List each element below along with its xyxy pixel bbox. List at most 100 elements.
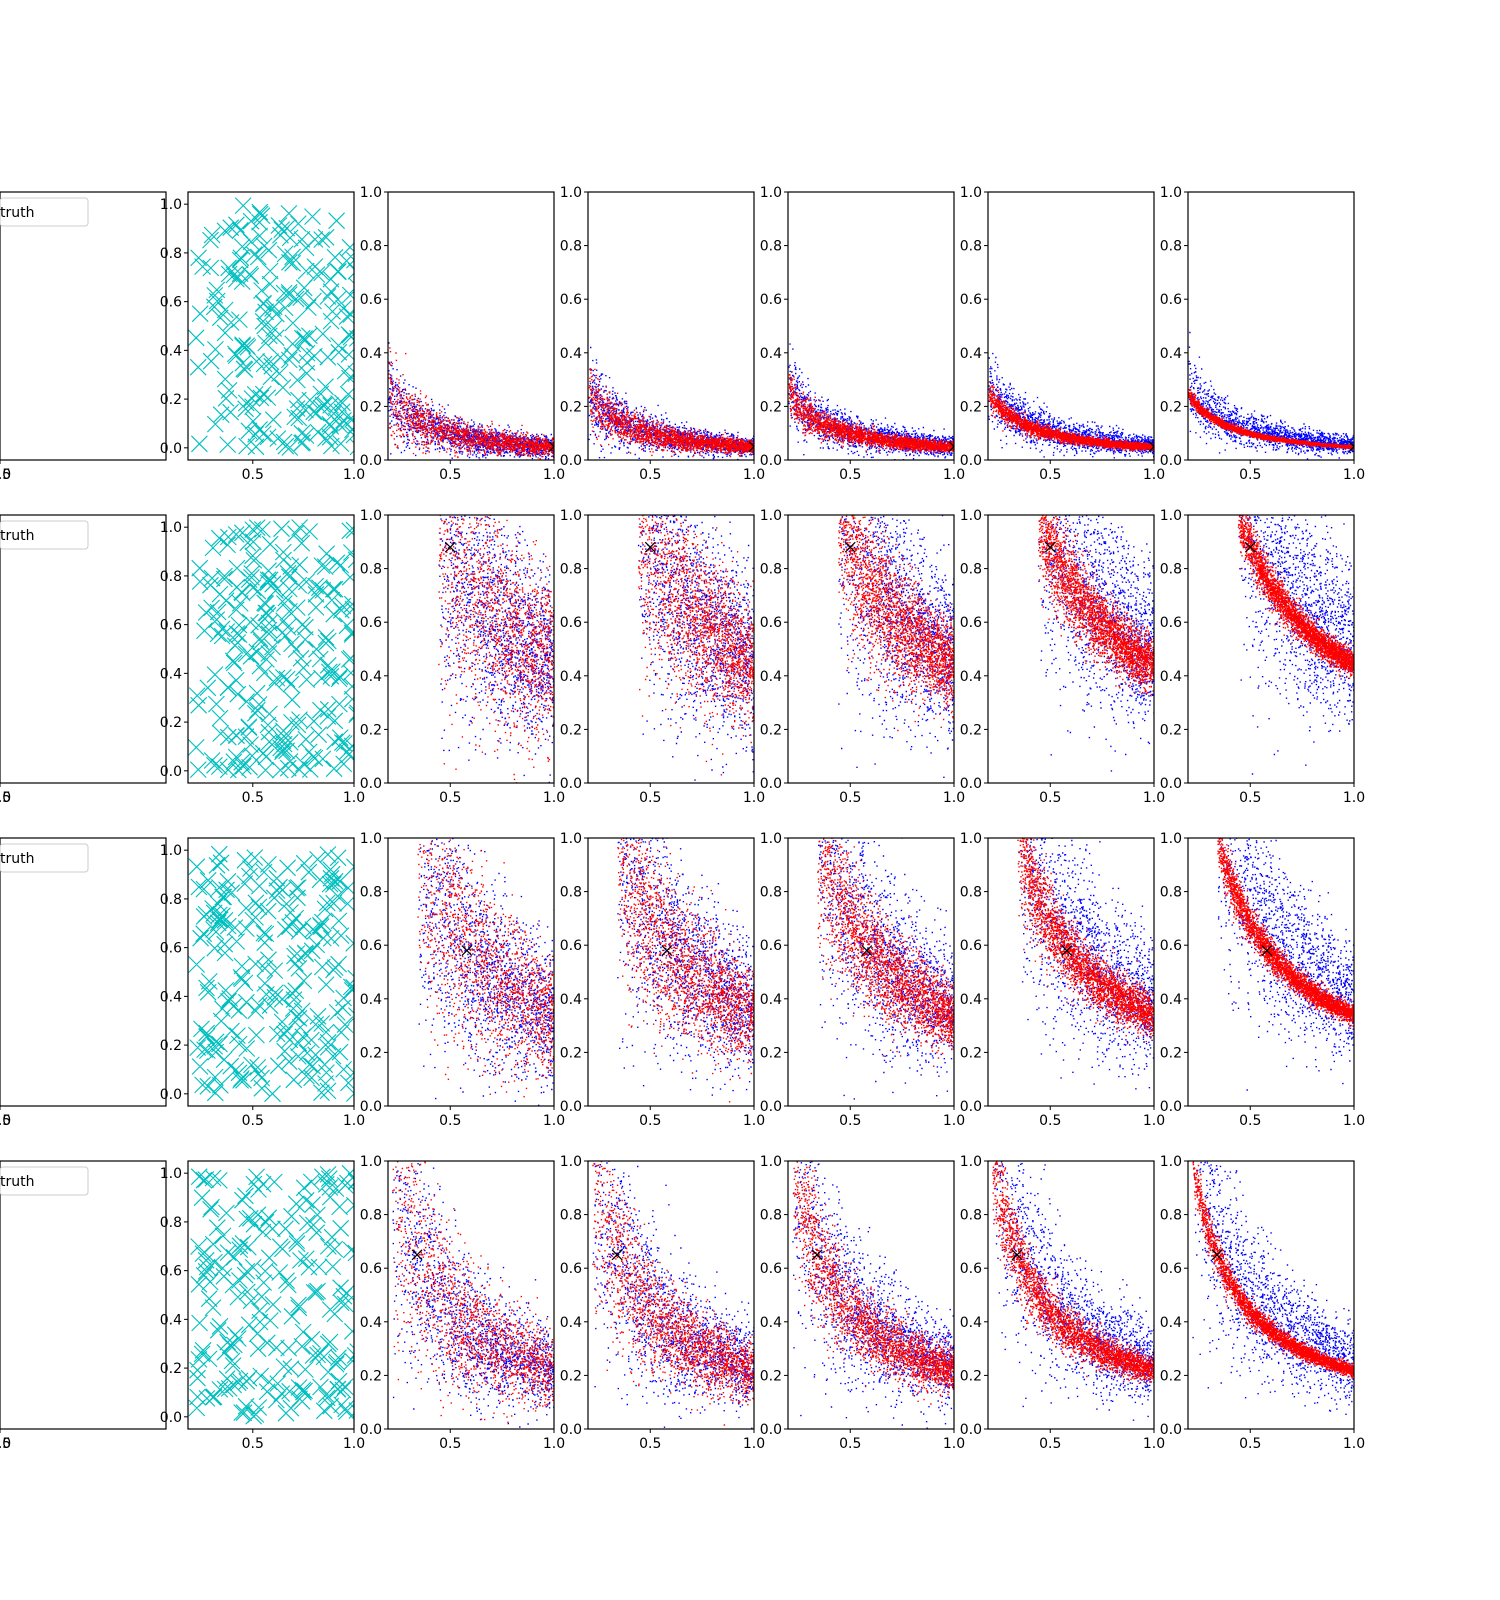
posterior-panel-xtick-label: 1.0 <box>1143 790 1165 806</box>
posterior-panel-ytick-label: 0.8 <box>960 239 982 255</box>
posterior-panel-ytick-label: 0.8 <box>560 1208 582 1224</box>
posterior-panel-ytick-label: 0.4 <box>360 992 382 1008</box>
posterior-panel-ytick-label: 0.0 <box>560 1422 582 1438</box>
legend-label: truth <box>0 205 34 221</box>
design-panel-ytick-label: 1.0 <box>160 843 182 859</box>
posterior-panel-xtick-label: 0.5 <box>1039 1113 1061 1129</box>
posterior-panel-ytick-label: 0.2 <box>960 1368 982 1384</box>
design-panel-ytick-label: 1.0 <box>160 520 182 536</box>
posterior-panel-xtick-label: 1.0 <box>743 467 765 483</box>
posterior-panel-xtick-label: 1.0 <box>943 790 965 806</box>
posterior-panel-ytick-label: 0.4 <box>360 1315 382 1331</box>
posterior-panel-ytick-label: 0.4 <box>760 346 782 362</box>
posterior-panel-xtick-label: 0.5 <box>839 1113 861 1129</box>
posterior-panel-ytick-label: 0.0 <box>1160 1422 1182 1438</box>
posterior-panel-ytick-label: 0.2 <box>1160 399 1182 415</box>
legend: truth <box>0 844 88 872</box>
posterior-panel-ytick-label: 0.0 <box>760 776 782 792</box>
design-panel-ytick-label: 0.0 <box>160 764 182 780</box>
posterior-panel-ytick-label: 0.0 <box>760 1099 782 1115</box>
posterior-panel-xtick-label: 0.5 <box>639 790 661 806</box>
posterior-panel-xtick-label: 1.0 <box>543 467 565 483</box>
posterior-panel-ytick-label: 0.4 <box>360 669 382 685</box>
posterior-panel-ytick-label: 0.8 <box>560 562 582 578</box>
posterior-panel-ytick-label: 1.0 <box>560 508 582 524</box>
posterior-panel-xtick-label: 1.0 <box>1343 1113 1365 1129</box>
posterior-panel-ytick-label: 0.8 <box>760 1208 782 1224</box>
posterior-panel-ytick-label: 0.0 <box>1160 453 1182 469</box>
posterior-panel-xtick-label: 0.5 <box>1239 790 1261 806</box>
posterior-panel-ytick-label: 0.8 <box>560 239 582 255</box>
posterior-panel-ytick-label: 0.4 <box>1160 992 1182 1008</box>
legend-label: truth <box>0 528 34 544</box>
posterior-panel-xtick-label: 1.0 <box>1343 790 1365 806</box>
design-panel-ytick-label: 0.6 <box>160 295 182 311</box>
posterior-panel-ytick-label: 0.2 <box>360 1045 382 1061</box>
design-panel-ytick-label: 0.0 <box>160 441 182 457</box>
posterior-panel-ytick-label: 0.0 <box>1160 1099 1182 1115</box>
posterior-panel-ytick-label: 1.0 <box>760 508 782 524</box>
posterior-panel-ytick-label: 0.0 <box>1160 776 1182 792</box>
posterior-panel-ytick-label: 0.2 <box>560 1045 582 1061</box>
posterior-panel-xtick-label: 1.0 <box>0 1436 11 1452</box>
posterior-panel-xtick-label: 0.5 <box>639 467 661 483</box>
posterior-panel-ytick-label: 0.8 <box>760 239 782 255</box>
posterior-panel-ytick-label: 0.2 <box>1160 1368 1182 1384</box>
design-panel-xtick-label: 0.5 <box>242 790 264 806</box>
posterior-panel-ytick-label: 0.2 <box>760 399 782 415</box>
posterior-panel-ytick-label: 0.4 <box>560 669 582 685</box>
posterior-panel-xtick-label: 0.5 <box>839 467 861 483</box>
posterior-panel-ytick-label: 0.0 <box>560 453 582 469</box>
design-panel-ytick-label: 1.0 <box>160 1166 182 1182</box>
posterior-panel-xtick-label: 1.0 <box>1143 1113 1165 1129</box>
posterior-panel-ytick-label: 0.4 <box>760 992 782 1008</box>
posterior-panel-ytick-label: 0.8 <box>360 562 382 578</box>
posterior-panel-ytick-label: 0.8 <box>960 1208 982 1224</box>
legend: truth <box>0 1167 88 1195</box>
design-panel-ytick-label: 0.4 <box>160 343 182 359</box>
posterior-panel-xtick-label: 1.0 <box>1343 1436 1365 1452</box>
posterior-panel-ytick-label: 0.0 <box>960 1099 982 1115</box>
posterior-panel-xtick-label: 0.5 <box>439 1113 461 1129</box>
posterior-panel-xtick-label: 0.5 <box>1039 1436 1061 1452</box>
posterior-panel-ytick-label: 0.8 <box>760 562 782 578</box>
posterior-panel-ytick-label: 0.4 <box>560 992 582 1008</box>
posterior-panel-ytick-label: 0.6 <box>1160 615 1182 631</box>
design-panel-ytick-label: 0.4 <box>160 666 182 682</box>
posterior-panel-ytick-label: 0.6 <box>560 938 582 954</box>
design-panel-ytick-label: 0.4 <box>160 989 182 1005</box>
design-panel-xtick-label: 0.5 <box>242 1436 264 1452</box>
posterior-panel-ytick-label: 0.6 <box>1160 1261 1182 1277</box>
posterior-panel-ytick-label: 0.4 <box>1160 669 1182 685</box>
posterior-panel-ytick-label: 0.6 <box>560 292 582 308</box>
posterior-panel-ytick-label: 0.2 <box>960 1045 982 1061</box>
posterior-panel-ytick-label: 0.8 <box>560 885 582 901</box>
posterior-panel-xtick-label: 0.5 <box>439 1436 461 1452</box>
posterior-panel-ytick-label: 1.0 <box>1160 831 1182 847</box>
posterior-panel-xtick-label: 1.0 <box>943 467 965 483</box>
design-panel-ytick-label: 0.2 <box>160 1361 182 1377</box>
posterior-panel-xtick-label: 1.0 <box>0 790 11 806</box>
posterior-panel-ytick-label: 0.6 <box>1160 292 1182 308</box>
posterior-panel-ytick-label: 1.0 <box>760 1154 782 1170</box>
posterior-panel-xtick-label: 0.5 <box>1239 1113 1261 1129</box>
posterior-panel-xtick-label: 0.5 <box>639 1113 661 1129</box>
posterior-panel-xtick-label: 1.0 <box>743 1113 765 1129</box>
posterior-panel-ytick-label: 0.4 <box>1160 346 1182 362</box>
posterior-panel-ytick-label: 0.4 <box>960 992 982 1008</box>
posterior-panel-ytick-label: 0.6 <box>1160 938 1182 954</box>
posterior-panel-ytick-label: 0.4 <box>560 346 582 362</box>
posterior-panel-ytick-label: 1.0 <box>360 508 382 524</box>
posterior-panel-ytick-label: 0.2 <box>560 722 582 738</box>
posterior-panel-ytick-label: 0.0 <box>360 1099 382 1115</box>
posterior-panel-ytick-label: 0.6 <box>760 938 782 954</box>
posterior-panel-ytick-label: 0.4 <box>960 1315 982 1331</box>
posterior-panel-xtick-label: 1.0 <box>0 1113 11 1129</box>
posterior-panel-ytick-label: 0.0 <box>560 1099 582 1115</box>
posterior-panel-ytick-label: 0.8 <box>1160 239 1182 255</box>
posterior-panel-xtick-label: 1.0 <box>543 1113 565 1129</box>
design-panel-xtick-label: 1.0 <box>343 1436 365 1452</box>
posterior-panel-ytick-label: 0.4 <box>960 669 982 685</box>
posterior-panel-ytick-label: 0.6 <box>560 1261 582 1277</box>
